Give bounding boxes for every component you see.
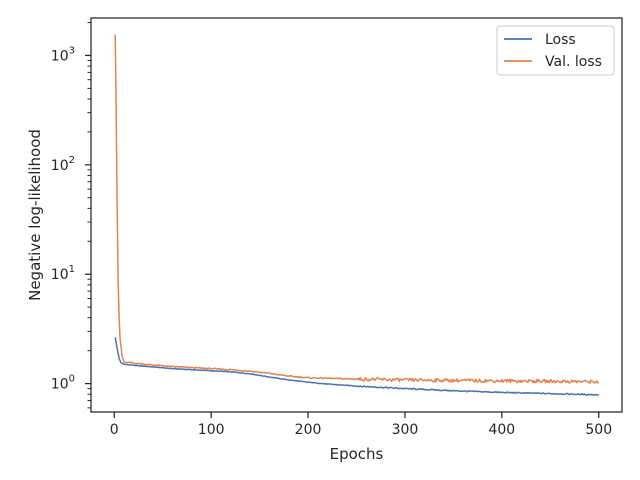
y-tick-exponent: 2	[69, 155, 75, 166]
y-tick-base: 10	[51, 377, 69, 393]
plot-frame	[90, 17, 623, 413]
y-tick-exponent: 3	[69, 45, 75, 56]
x-tick-label: 300	[392, 422, 419, 438]
y-tick-base: 10	[51, 267, 69, 283]
y-tick-base: 10	[51, 48, 69, 64]
series-layer	[114, 34, 600, 396]
x-tick-label: 500	[585, 422, 612, 438]
series-line-loss	[114, 337, 599, 396]
legend-label: Loss	[545, 32, 576, 48]
x-tick-label: 200	[295, 422, 322, 438]
y-axis-title: Negative log-likelihood	[26, 129, 44, 301]
x-tick-label: 0	[110, 422, 119, 438]
legend: Loss Val. loss	[496, 25, 615, 76]
y-tick-label: 101	[51, 264, 75, 283]
y-tick-label: 102	[51, 155, 75, 174]
x-tick-label: 400	[488, 422, 515, 438]
y-tick-label: 100	[51, 374, 75, 393]
y-tick-exponent: 1	[69, 264, 75, 275]
y-tick-label: 103	[51, 45, 75, 64]
y-tick-exponent: 0	[69, 374, 75, 385]
y-tick-base: 10	[51, 158, 69, 174]
legend-label: Val. loss	[545, 54, 602, 70]
series-line-val-loss	[114, 34, 600, 385]
x-axis-title: Epochs	[330, 445, 384, 463]
x-tick-label: 100	[198, 422, 225, 438]
